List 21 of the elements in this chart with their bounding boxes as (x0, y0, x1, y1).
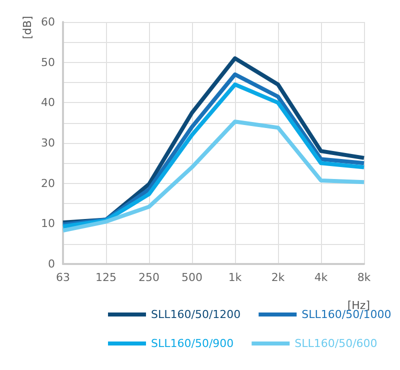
y-tick-label: 20 (41, 176, 55, 190)
x-tick-label: 8k (357, 271, 372, 284)
x-tick-label: 125 (96, 271, 116, 284)
y-tick-label: 50 (41, 56, 55, 69)
legend-label: SLL160/50/600 (294, 337, 378, 350)
legend-label: SLL160/50/1200 (151, 308, 241, 321)
x-tick-label: 250 (138, 271, 160, 284)
y-tick-label: 40 (41, 96, 55, 110)
legend-label: SLL160/50/900 (151, 337, 234, 350)
x-tick-label: 500 (182, 271, 202, 284)
y-axis-title: [dB] (21, 16, 34, 40)
y-tick-label: 60 (41, 16, 55, 28)
legend-label: SLL160/50/1000 (302, 308, 392, 321)
y-tick-label: 0 (48, 258, 55, 270)
y-tick-label: 30 (41, 136, 55, 150)
x-tick-label: 1k (228, 271, 242, 284)
x-tick-label: 4k (314, 271, 328, 284)
y-tick-label: 10 (41, 217, 55, 230)
x-tick-label: 2k (271, 271, 286, 284)
x-tick-label: 63 (56, 271, 70, 284)
line-series (61, 120, 366, 233)
